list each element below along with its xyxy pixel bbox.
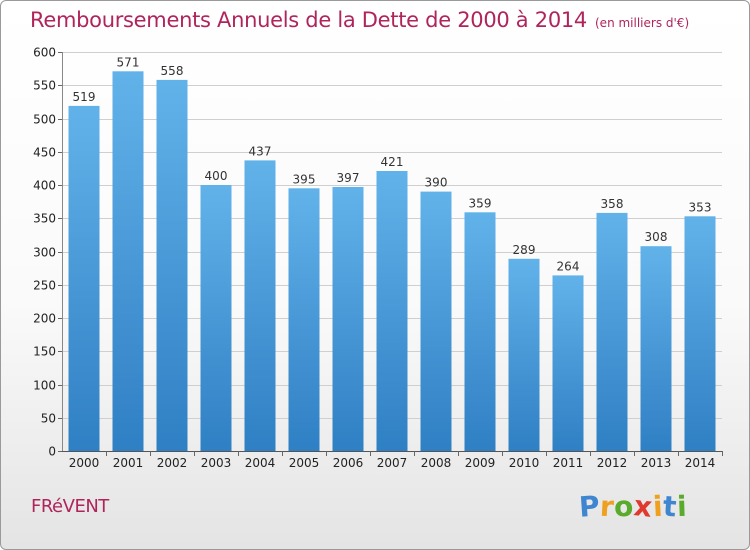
y-tick-label: 550 xyxy=(33,79,56,93)
y-tick-label: 450 xyxy=(33,146,56,160)
data-label: 395 xyxy=(293,172,316,186)
chart-title-text: Remboursements Annuels de la Dette de 20… xyxy=(30,8,587,32)
x-tick-label: 2001 xyxy=(113,456,144,470)
bar-2009 xyxy=(464,212,496,451)
x-tick-label: 2009 xyxy=(465,456,496,470)
axes: 0 50 100 150 200 250 300 350 400 450 500 550 600 2000… xyxy=(33,46,723,470)
x-tick-label: 2007 xyxy=(377,456,408,470)
chart-title: Remboursements Annuels de la Dette de 20… xyxy=(30,8,689,32)
data-label: 558 xyxy=(161,64,184,78)
bar-2011 xyxy=(552,275,584,451)
x-tick-label: 2012 xyxy=(597,456,628,470)
data-label: 353 xyxy=(689,200,712,214)
data-label: 397 xyxy=(337,171,360,185)
bar-2006 xyxy=(332,187,364,451)
bar-2005 xyxy=(288,188,320,452)
y-tick-label: 50 xyxy=(41,412,56,426)
bar-2008 xyxy=(420,191,452,451)
logo-letter: o xyxy=(613,489,635,524)
x-tick-label: 2013 xyxy=(641,456,672,470)
x-tick-label: 2000 xyxy=(69,456,100,470)
x-tick-label: 2003 xyxy=(201,456,232,470)
bar-2014 xyxy=(684,216,716,451)
bar-2003 xyxy=(200,185,232,451)
x-tick-label: 2002 xyxy=(157,456,188,470)
logo-letter: t xyxy=(661,489,678,524)
data-label: 358 xyxy=(601,197,624,211)
data-label: 519 xyxy=(73,90,96,104)
bars xyxy=(68,71,716,452)
data-label: 289 xyxy=(513,243,536,257)
data-label: 437 xyxy=(249,144,272,158)
data-label: 400 xyxy=(205,169,228,183)
data-label: 359 xyxy=(469,196,492,210)
x-tick-label: 2011 xyxy=(553,456,584,470)
bar-2012 xyxy=(596,212,628,451)
bar-2013 xyxy=(640,246,672,451)
chart-subtitle: (en milliers d'€) xyxy=(595,16,690,30)
data-label: 421 xyxy=(381,155,404,169)
x-tick-label: 2004 xyxy=(245,456,276,470)
y-tick-label: 300 xyxy=(33,246,56,260)
y-tick-label: 600 xyxy=(33,46,56,60)
data-label: 571 xyxy=(117,55,140,69)
data-labels: 519 571 558 400 437 395 397 421 390 359 289 264 358 3… xyxy=(73,55,712,273)
bar-2002 xyxy=(156,79,188,452)
bar-2010 xyxy=(508,258,540,451)
y-tick-label: 200 xyxy=(33,312,56,326)
x-tick-label: 2008 xyxy=(421,456,452,470)
bar-2004 xyxy=(244,160,276,451)
data-label: 264 xyxy=(557,259,580,273)
x-tick-label: 2005 xyxy=(289,456,320,470)
bar-2000 xyxy=(68,105,100,452)
y-tick-label: 500 xyxy=(33,113,56,127)
logo-letter: x xyxy=(632,489,655,524)
x-tick-label: 2006 xyxy=(333,456,364,470)
y-tick-label: 100 xyxy=(33,379,56,393)
y-tick-label: 250 xyxy=(33,279,56,293)
x-tick-label: 2010 xyxy=(509,456,540,470)
bar-2001 xyxy=(112,71,144,452)
logo-letter: i xyxy=(676,489,688,524)
y-tick-label: 350 xyxy=(33,212,56,226)
logo-letter: P xyxy=(577,489,602,524)
commune-name: FRéVENT xyxy=(31,496,109,517)
proxiti-logo[interactable]: Proxiti xyxy=(577,489,688,524)
data-label: 390 xyxy=(425,176,448,190)
x-tick-label: 2014 xyxy=(685,456,716,470)
data-label: 308 xyxy=(645,230,668,244)
y-tick-label: 0 xyxy=(48,445,56,459)
bar-2007 xyxy=(376,171,408,451)
y-tick-label: 400 xyxy=(33,179,56,193)
y-tick-label: 150 xyxy=(33,345,56,359)
